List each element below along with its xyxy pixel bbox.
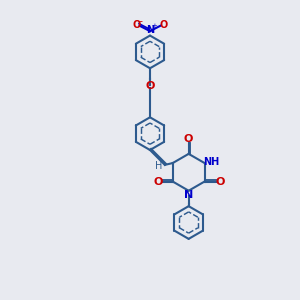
Text: O: O	[153, 176, 163, 187]
Text: +: +	[151, 23, 157, 29]
Text: -: -	[139, 16, 142, 26]
Text: N: N	[146, 25, 154, 34]
Text: H: H	[154, 161, 162, 171]
Text: N: N	[184, 190, 193, 200]
Text: NH: NH	[203, 157, 219, 166]
Text: O: O	[184, 134, 193, 144]
Text: O: O	[159, 20, 167, 30]
Text: O: O	[145, 81, 155, 91]
Text: O: O	[215, 176, 225, 187]
Text: O: O	[133, 20, 141, 30]
